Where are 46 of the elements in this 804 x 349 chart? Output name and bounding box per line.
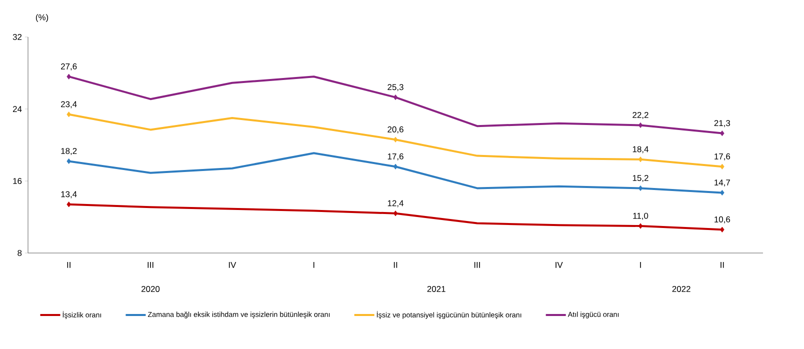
x-tick-label: IV: [556, 262, 563, 268]
point: [66, 74, 71, 80]
point: [393, 164, 398, 170]
point: [66, 202, 71, 208]
data-label: 27,6: [61, 63, 77, 70]
data-label: 22,2: [632, 112, 648, 119]
text: 2022: [672, 286, 690, 292]
y-tick-label: 32: [12, 34, 22, 40]
data-label: 20,6: [388, 126, 404, 134]
y-tick-label: 16: [13, 178, 22, 184]
data-label: 25,3: [388, 84, 404, 92]
point: [720, 164, 724, 170]
x-tick-label: III: [148, 262, 154, 268]
data-label: 18,2: [61, 148, 77, 155]
text: 2021: [427, 286, 446, 292]
point: [720, 130, 724, 136]
data-label: 14,7: [714, 180, 730, 186]
x-tick-label: I: [640, 262, 641, 268]
point: [720, 190, 724, 196]
x-tick-label: III: [474, 262, 480, 268]
point: [638, 223, 643, 229]
text: 2020: [142, 286, 160, 292]
data-label: 23,4: [61, 101, 77, 108]
x-tick-label: II: [394, 262, 398, 268]
data-label: 15,2: [632, 175, 648, 182]
point: [66, 158, 71, 164]
data-label: 21,3: [714, 120, 730, 128]
data-label: 10,6: [714, 216, 730, 224]
data-label: 13,4: [61, 191, 77, 198]
point: [720, 226, 724, 232]
point: [66, 112, 71, 118]
data-label: 18,4: [632, 146, 648, 154]
y-axis-title: (%): [36, 14, 48, 22]
point: [393, 136, 398, 142]
x-tick-label: II: [720, 262, 724, 268]
point: [393, 94, 398, 100]
data-label: 11,0: [633, 212, 648, 220]
y-tick-label: 24: [12, 106, 22, 112]
y-tick-label: 8: [18, 250, 22, 256]
data-label: 12,4: [388, 200, 404, 208]
data-label: 17,6: [714, 153, 730, 160]
point: [393, 210, 398, 216]
x-tick-label: I: [313, 262, 314, 268]
x-tick-label: IV: [228, 262, 236, 268]
x-tick-label: II: [67, 262, 70, 268]
data-label: 17,6: [388, 153, 404, 160]
